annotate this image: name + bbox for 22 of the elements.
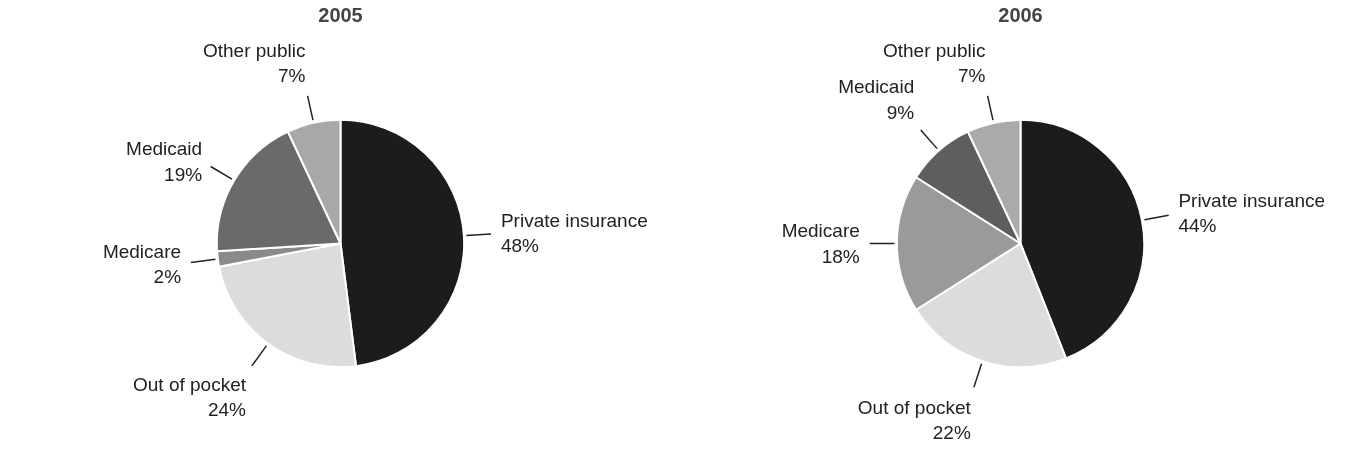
data-label: 22% bbox=[932, 422, 971, 444]
data-label: 24% bbox=[208, 399, 247, 421]
slice-label: Other public bbox=[203, 39, 306, 61]
chart-title: 2005 bbox=[318, 3, 363, 26]
slice-label: Medicare bbox=[102, 240, 182, 262]
data-label: 18% bbox=[821, 245, 860, 267]
data-label: 7% bbox=[277, 65, 306, 87]
data-label: 44% bbox=[1178, 215, 1217, 237]
slice-label: Medicare bbox=[781, 220, 860, 242]
data-label: 2% bbox=[153, 265, 182, 287]
slice-label: Private insurance bbox=[1178, 190, 1326, 212]
data-label: 9% bbox=[886, 101, 915, 123]
slice-label: Medicaid bbox=[126, 138, 203, 160]
slice-label: Other public bbox=[883, 39, 986, 61]
chart-title: 2006 bbox=[998, 3, 1043, 26]
data-label: 7% bbox=[957, 65, 986, 87]
data-label: 19% bbox=[164, 163, 203, 185]
slice-label: Out of pocket bbox=[133, 373, 247, 395]
slice-label: Medicaid bbox=[838, 76, 915, 98]
data-label: 48% bbox=[500, 235, 540, 257]
slice-label: Private insurance bbox=[500, 210, 648, 232]
slice-label: Out of pocket bbox=[857, 396, 972, 418]
